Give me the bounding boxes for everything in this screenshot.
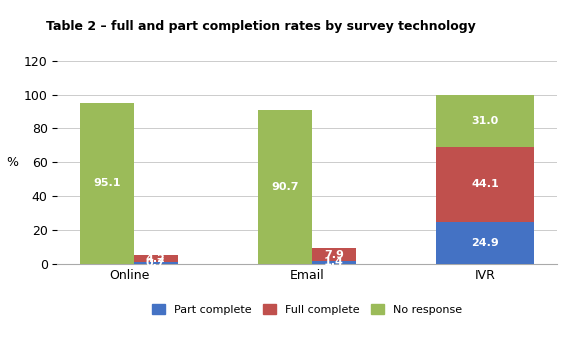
Text: 0.7: 0.7 (146, 258, 165, 268)
Bar (312, 261, 356, 264)
Text: 1.4: 1.4 (324, 258, 344, 267)
Text: 4.2: 4.2 (146, 254, 166, 264)
Bar (312, 248, 356, 261)
Text: 31.0: 31.0 (471, 116, 499, 126)
Text: Table 2 – full and part completion rates by survey technology: Table 2 – full and part completion rates… (46, 20, 476, 33)
Bar (436, 147, 534, 222)
Bar (436, 222, 534, 264)
Text: 95.1: 95.1 (93, 178, 121, 188)
Text: 44.1: 44.1 (471, 179, 499, 189)
Bar (134, 263, 178, 264)
Text: 24.9: 24.9 (471, 238, 499, 248)
Text: 90.7: 90.7 (271, 182, 298, 192)
Text: 7.9: 7.9 (324, 249, 344, 260)
Bar (436, 95, 534, 147)
Bar (258, 111, 312, 264)
Legend: Part complete, Full complete, No response: Part complete, Full complete, No respons… (148, 299, 467, 319)
Y-axis label: %: % (7, 156, 19, 169)
Bar (80, 103, 134, 264)
Bar (134, 256, 178, 263)
